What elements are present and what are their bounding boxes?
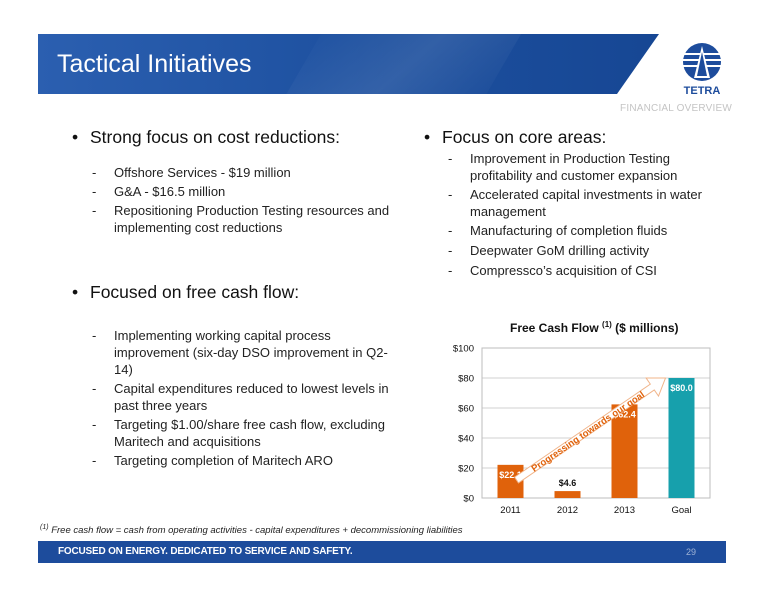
- list-item: -Improvement in Production Testing profi…: [448, 150, 723, 184]
- logo-text: TETRA: [684, 85, 721, 97]
- list-item: -Offshore Services - $19 million: [92, 164, 392, 181]
- list-item: -Repositioning Production Testing resour…: [92, 202, 392, 236]
- x-tick-label: 2013: [614, 505, 635, 516]
- y-tick-label: $60: [458, 404, 474, 415]
- list-item: -Compressco’s acquisition of CSI: [448, 262, 723, 279]
- list-item: -Manufacturing of completion fluids: [448, 222, 723, 239]
- x-tick-label: 2011: [500, 505, 520, 516]
- footnote: (1) Free cash flow = cash from operating…: [40, 524, 463, 536]
- y-tick-label: $20: [458, 464, 474, 475]
- footer-tagline: FOCUSED ON ENERGY. DEDICATED TO SERVICE …: [58, 546, 352, 557]
- page-number: 29: [686, 547, 696, 557]
- progress-arrow: Progressing towards our goal: [510, 369, 671, 489]
- chart-title: Free Cash Flow (1) ($ millions): [510, 320, 679, 335]
- list-item: -G&A - $16.5 million: [92, 183, 392, 200]
- x-tick-label: 2012: [557, 505, 578, 516]
- list-item: -Targeting completion of Maritech ARO: [92, 452, 392, 469]
- data-label: $4.6: [559, 478, 577, 488]
- tetra-logo: TETRA: [676, 42, 728, 98]
- list-item: -Deepwater GoM drilling activity: [448, 242, 723, 259]
- list-item: -Capital expenditures reduced to lowest …: [92, 380, 392, 414]
- bar-goal: [669, 378, 695, 498]
- y-tick-label: $80: [458, 374, 474, 385]
- x-tick-label: Goal: [671, 505, 691, 516]
- list-item: -Accelerated capital investments in wate…: [448, 186, 723, 220]
- free-cash-flow-chart: $0$20$40$60$80$1002011$22.12012$4.62013$…: [442, 340, 722, 522]
- bullet-dot: •: [424, 127, 442, 148]
- bullet-cost-reductions: •Strong focus on cost reductions:: [72, 127, 340, 148]
- bar-2012: [555, 491, 581, 498]
- list-item: -Implementing working capital process im…: [92, 327, 392, 378]
- bullet-free-cash-flow: •Focused on free cash flow:: [72, 282, 299, 303]
- section-label: FINANCIAL OVERVIEW: [620, 103, 732, 114]
- y-tick-label: $0: [463, 494, 474, 505]
- data-label: $80.0: [670, 383, 693, 393]
- y-tick-label: $40: [458, 434, 474, 445]
- bullet-dot: •: [72, 127, 90, 148]
- bullet-core-areas: •Focus on core areas:: [424, 127, 606, 148]
- slide-title: Tactical Initiatives: [57, 50, 252, 79]
- list-item: -Targeting $1.00/share free cash flow, e…: [92, 416, 392, 450]
- bullet-dot: •: [72, 282, 90, 303]
- y-tick-label: $100: [453, 344, 474, 355]
